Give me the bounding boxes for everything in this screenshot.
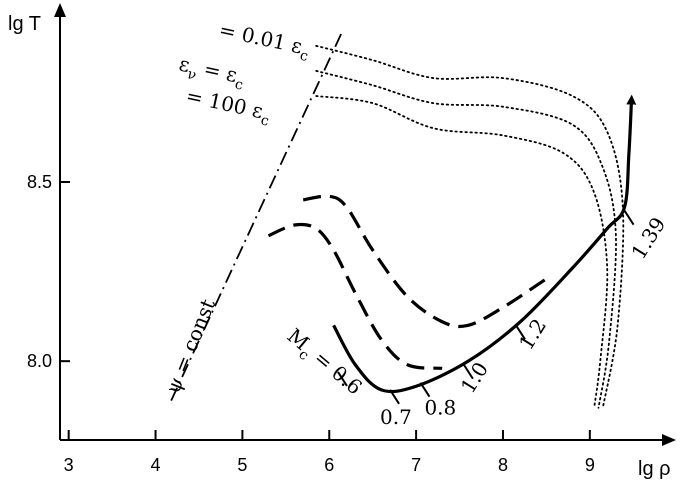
mass-marks: 0.7 0.81.01.21.39 bbox=[337, 210, 670, 429]
mass-mark-3 bbox=[463, 364, 474, 380]
mass-mark-2 bbox=[419, 382, 431, 398]
mass-mark-5 bbox=[623, 210, 635, 226]
mass-mark-0 bbox=[337, 371, 348, 387]
x-tick-label-4: 7 bbox=[411, 455, 421, 475]
series-neutrino-contour-1 bbox=[315, 70, 617, 409]
series-main-track bbox=[332, 94, 637, 394]
x-tick-label-0: 3 bbox=[64, 455, 74, 475]
mass-mark-4 bbox=[515, 324, 526, 340]
mass-mark-label-5: 1.39 bbox=[626, 213, 670, 263]
series-neutrino-contour-001 bbox=[315, 44, 625, 409]
mass-mark-1 bbox=[389, 389, 400, 405]
y-tick-label-0: 8.0 bbox=[27, 351, 52, 371]
y-axis-label: lg T bbox=[8, 13, 41, 35]
x-tick-label-6: 9 bbox=[585, 455, 595, 475]
x-axis-label: lg ρ bbox=[638, 458, 671, 480]
mass-mark-label-2: 0.8 bbox=[424, 396, 456, 420]
x-tick-label-2: 5 bbox=[237, 455, 247, 475]
y-ticks: 8.0 8.5 bbox=[27, 172, 70, 371]
y-axis-arrow bbox=[54, 3, 66, 17]
series-dashed-track-1 bbox=[267, 222, 443, 370]
x-tick-label-3: 6 bbox=[324, 455, 334, 475]
mass-mark-label-1: 0.7 bbox=[380, 405, 412, 429]
contour-label-001: = 0.01 εc bbox=[216, 17, 312, 65]
x-tick-label-1: 4 bbox=[151, 455, 161, 475]
x-ticks: 3 4 5 6 7 8 9 bbox=[64, 430, 595, 475]
series-psi-const bbox=[170, 31, 344, 401]
y-tick-label-1: 8.5 bbox=[27, 172, 52, 192]
series-layer bbox=[170, 31, 637, 409]
series-neutrino-contour-100 bbox=[315, 95, 609, 409]
x-axis-arrow bbox=[662, 434, 676, 446]
contour-label-100: = 100 εc bbox=[183, 83, 273, 129]
series-dashed-track-2 bbox=[302, 194, 548, 329]
x-tick-label-5: 8 bbox=[498, 455, 508, 475]
psi-label: ψ = const bbox=[160, 296, 220, 397]
mass-mark-label-4: 1.2 bbox=[514, 314, 551, 354]
